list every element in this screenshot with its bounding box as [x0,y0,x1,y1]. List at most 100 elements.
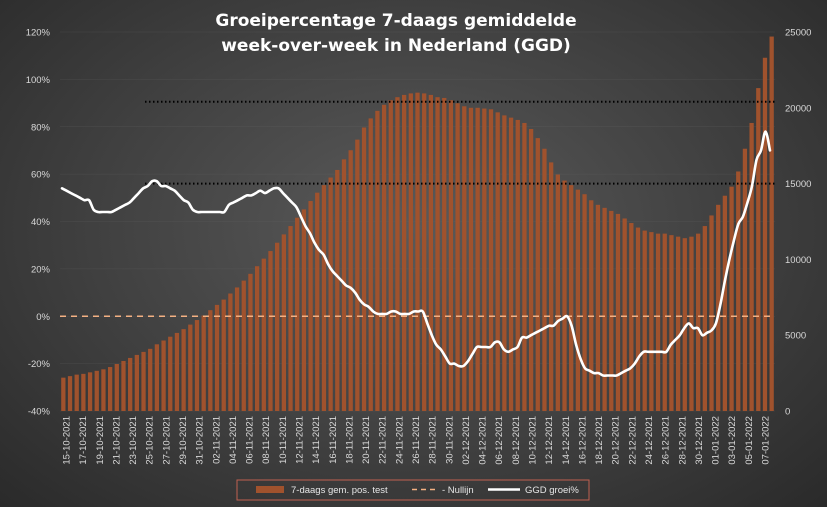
bar [502,115,507,411]
x-axis-tick-label: 16-11-2021 [328,416,339,464]
chart-title-line1: Groeipercentage 7-daags gemiddelde [215,11,576,31]
bar [722,195,728,411]
bar [301,209,307,411]
x-axis-tick-label: 28-12-2021 [677,416,688,465]
bar [134,354,139,411]
x-axis-tick-label: 06-11-2021 [245,416,256,464]
bar [395,97,400,411]
bar [381,104,387,412]
bar [67,376,73,411]
bar [214,304,220,411]
bar [241,280,246,411]
bar [402,94,407,411]
legend-swatch-bars [256,486,284,493]
bar [749,122,754,412]
x-axis-tick-label: 31-10-2021 [195,416,206,465]
x-axis-tick-label: 15-10-2021 [62,416,73,465]
bar [107,367,113,411]
x-axis-tick-label: 01-01-2022 [711,416,722,465]
bar [328,177,333,411]
bar [208,310,213,411]
bar [475,107,480,412]
right-axis-tick-label: 25000 [785,28,811,39]
bar [442,97,447,411]
bar [408,93,413,412]
bar [435,97,440,411]
left-axis-ticks: -40% -20% 0% 20% 40% 60% 80% 100% 120% [26,28,51,418]
bar [275,242,280,411]
bar [582,194,587,411]
bar [696,233,701,411]
bar [622,218,627,411]
x-axis-tick-label: 02-11-2021 [211,416,222,464]
left-axis-tick-label: 80% [31,122,51,133]
bar [148,348,153,411]
bar [94,370,99,411]
bar [662,233,667,411]
bar [482,108,487,411]
x-axis-tick-label: 30-12-2021 [694,416,705,465]
x-axis-tick-label: 12-12-2021 [544,416,555,465]
bar [174,332,180,411]
bar [114,364,119,411]
bar [562,180,567,411]
left-axis-tick-label: -40% [28,407,51,418]
bar [101,369,106,411]
left-axis-tick-label: 120% [26,28,51,39]
bar [589,200,594,411]
bar [74,374,79,411]
bar [756,88,761,411]
bar [549,162,554,411]
bar [569,185,574,411]
bar [221,299,226,411]
right-axis-tick-label: 0 [785,407,790,418]
bar [81,373,86,411]
bar [642,230,647,411]
x-axis-tick-label: 18-12-2021 [594,416,605,465]
x-axis-tick-label: 28-11-2021 [428,416,439,464]
bar [629,223,634,411]
bar [488,109,494,411]
bar [762,57,768,412]
x-axis-tick-label: 26-12-2021 [661,416,672,465]
bar [609,210,614,411]
x-axis-tick-label: 19-10-2021 [95,416,106,465]
reference-lines [145,100,775,185]
bar [655,233,661,411]
bar [682,238,687,411]
bar [595,204,601,411]
bar [495,112,500,411]
bar [321,185,327,411]
legend: 7-daags gem. pos. test - Nullijn GGD gro… [236,479,590,501]
x-axis-tick-label: 20-11-2021 [361,416,372,464]
bar [201,315,206,411]
bar [615,213,621,411]
x-axis-tick-label: 25-10-2021 [145,416,156,465]
bar [348,150,353,411]
bar [455,103,460,411]
bar [375,110,380,411]
x-axis-tick-label: 24-11-2021 [394,416,405,464]
bar [128,357,133,411]
bar [575,189,581,411]
bar [515,119,520,412]
bar [522,122,527,412]
bar [254,266,260,411]
bar [161,340,166,411]
bar [194,320,200,411]
legend-label-bars: 7-daags gem. pos. test [291,485,388,496]
bar [335,169,340,411]
bar [736,171,741,411]
bar [248,273,253,411]
bar [742,148,748,412]
x-axis-tick-label: 10-12-2021 [528,416,539,465]
bar [154,344,160,411]
bar [288,226,293,411]
bar [702,226,707,411]
right-axis-tick-label: 15000 [785,179,811,190]
left-axis-tick-label: 60% [31,170,51,181]
x-axis-tick-label: 08-12-2021 [511,416,522,465]
bar [188,324,193,411]
bar [542,148,547,412]
bar [181,329,186,411]
